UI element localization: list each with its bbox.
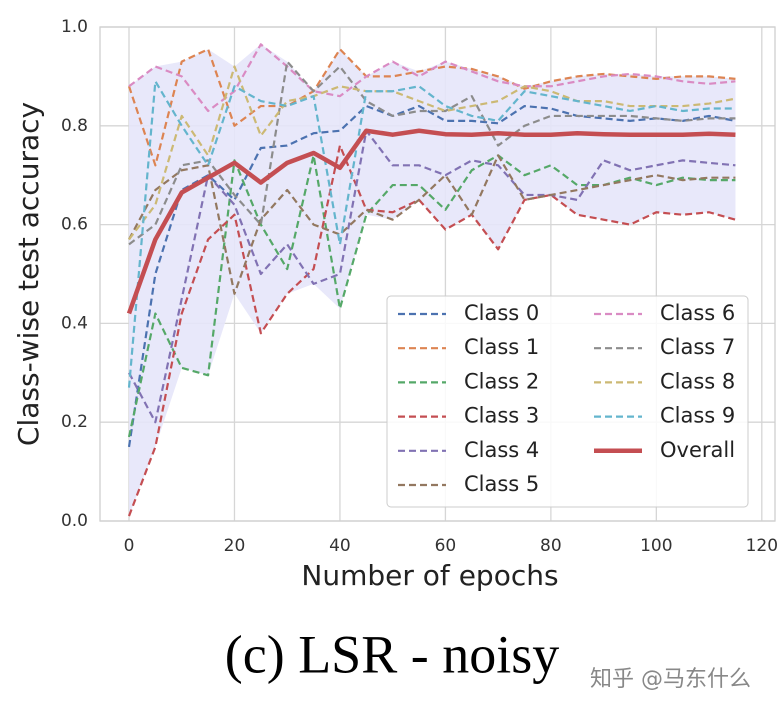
- legend-label: Class 1: [464, 335, 539, 359]
- y-axis-label: Class-wise test accuracy: [12, 102, 45, 446]
- class-line: [127, 154, 736, 438]
- y-tick-label: 0.0: [61, 511, 88, 531]
- legend-label: Class 9: [660, 404, 735, 428]
- plot-frame: [99, 26, 776, 522]
- class-line: [128, 65, 736, 241]
- class-line: [127, 144, 736, 517]
- class-line: [128, 154, 736, 295]
- legend-label: Class 5: [464, 472, 539, 496]
- watermark: 知乎 @马东什么: [590, 667, 751, 692]
- x-tick-label: 20: [224, 536, 246, 556]
- caption: (c) LSR - noisy: [225, 624, 559, 684]
- legend-label: Class 4: [464, 438, 539, 462]
- x-tick-label: 100: [640, 536, 672, 556]
- legend-label: Class 3: [464, 404, 539, 428]
- x-tick-label: 120: [746, 536, 778, 556]
- legend-label: Class 2: [464, 369, 539, 393]
- legend-box: [386, 295, 749, 508]
- y-tick-label: 0.8: [61, 116, 88, 136]
- x-tick-label: 80: [540, 536, 562, 556]
- legend-label: Class 0: [464, 301, 539, 325]
- class-line: [128, 129, 736, 424]
- legend: Class 0 Class 1 Class 2 Class 3 Class 4 Class…: [386, 295, 749, 508]
- legend-label: Class 6: [660, 301, 735, 325]
- x-tick-label: 40: [329, 536, 351, 556]
- legend-label: Class 8: [660, 369, 735, 393]
- class-line: [127, 104, 736, 448]
- class-line: [128, 60, 736, 246]
- x-tick-label: 0: [124, 536, 135, 556]
- plot-area: 0.0 0.2 0.4 0.6 0.8 1.0 0 20 40 60 80 100 120 Class 0…: [61, 17, 778, 556]
- y-tick-label: 0.4: [61, 313, 88, 333]
- y-tick-label: 1.0: [61, 17, 88, 37]
- class-line: [128, 43, 736, 113]
- range-band: [129, 44, 736, 517]
- overall-line: [126, 128, 736, 315]
- legend-label: Overall: [660, 438, 735, 462]
- legend-label: Class 7: [660, 335, 735, 359]
- class-line: [127, 80, 736, 388]
- y-tick-label: 0.6: [61, 215, 88, 235]
- x-tick-label: 60: [435, 536, 457, 556]
- y-tick-label: 0.2: [61, 412, 88, 432]
- x-axis-label: Number of epochs: [301, 559, 558, 592]
